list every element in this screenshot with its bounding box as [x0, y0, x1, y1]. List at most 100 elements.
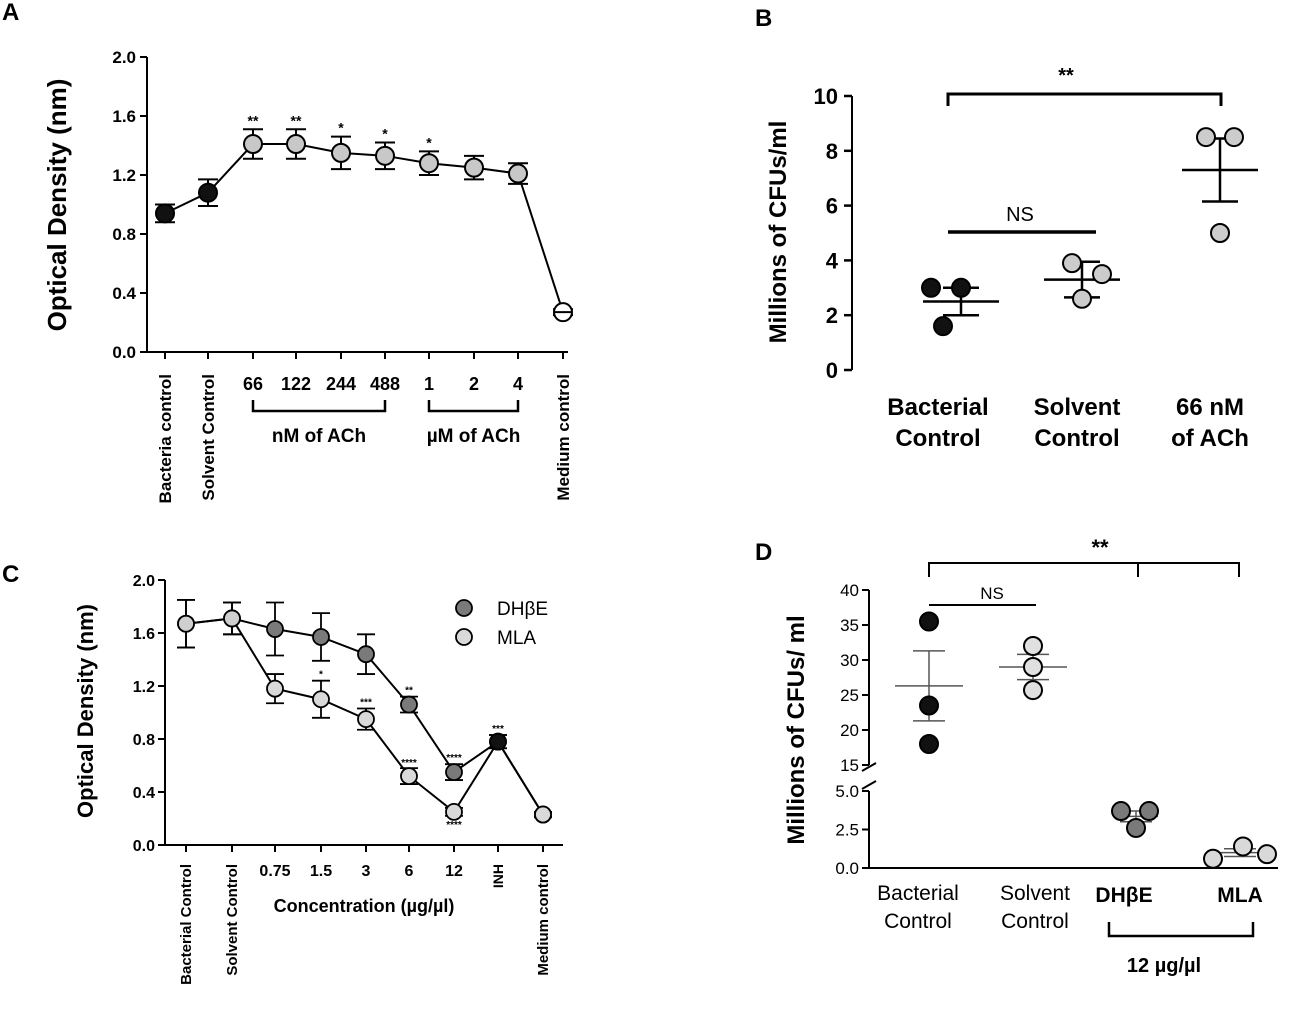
chart-a-xtick-label: Solvent Control [199, 374, 218, 501]
chart-b-bracket-label: NS [1006, 204, 1034, 226]
chart-d-point [1257, 844, 1277, 865]
chart-d-xtick-line: Bacterial [877, 882, 959, 905]
chart-a-group-label: nM of ACh [272, 426, 366, 447]
chart-a-xtick-label: 4 [513, 374, 523, 394]
chart-d-xtick-label: Bacterial Control [877, 882, 959, 933]
chart-b-xtick-line: Bacterial [887, 394, 988, 421]
chart-c-xtick-label: Medium control [535, 864, 552, 976]
chart-b-xtick-line: Control [895, 425, 980, 452]
chart-a-xtick-label: 244 [326, 374, 356, 394]
panel-label-a: A [2, 0, 19, 26]
chart-d-ytick-label: 20 [840, 721, 859, 740]
chart-a-series-line [164, 143, 564, 313]
chart-c-point [312, 690, 330, 709]
chart-c-legend: DHβE MLA [455, 599, 548, 649]
panel-label-d: D [755, 539, 772, 566]
chart-a-xtick-label: 488 [370, 374, 400, 394]
chart-a-significance: ** [248, 112, 259, 128]
chart-c-legend-label: DHβE [497, 599, 548, 620]
chart-a-point [198, 182, 218, 203]
chart-c-ytick-label: 0.4 [133, 785, 155, 802]
chart-d-point [1203, 848, 1223, 869]
chart-c-significance: **** [401, 758, 417, 769]
chart-b-xtick-line: of ACh [1171, 425, 1249, 452]
chart-a-ytick-label: 1.2 [112, 166, 136, 185]
chart-c-point [357, 645, 375, 664]
chart-c-ylabel: Optical Density (nm) [73, 604, 98, 818]
chart-c-point [400, 695, 418, 714]
chart-d-ytick-label: 2.5 [835, 821, 859, 840]
chart-c-ytick-label: 1.2 [133, 679, 155, 696]
chart-c-point [357, 710, 375, 729]
chart-c: Optical Density (nm) 0.00.40.81.21.62.0 … [73, 573, 563, 985]
chart-a-group-bracket [251, 400, 387, 413]
chart-c-point [489, 732, 507, 751]
chart-a-ytick-label: 0.8 [112, 225, 136, 244]
chart-b-point [1062, 253, 1082, 274]
chart-b-ytick-label: 6 [826, 194, 838, 219]
chart-b-xtick-label: Solvent Control [1034, 394, 1121, 452]
chart-d-ytick-label: 15 [840, 756, 859, 775]
chart-a-significance: ** [291, 112, 302, 128]
chart-d-xtick-line: Control [884, 910, 952, 933]
chart-c-plot: ********************* [177, 598, 552, 831]
chart-d-point [1023, 680, 1043, 701]
chart-c-xtick-label: 6 [405, 863, 414, 880]
chart-d-point [1023, 657, 1043, 677]
chart-c-significance: **** [446, 753, 462, 764]
chart-d-xtick-label: MLA [1217, 884, 1263, 907]
chart-d-point [919, 695, 939, 716]
chart-b-ytick-label: 0 [826, 358, 838, 383]
chart-c-xtick-label: 12 [445, 863, 463, 880]
chart-b-point [921, 277, 941, 298]
chart-b-point [1210, 223, 1230, 243]
chart-d-point [919, 734, 939, 754]
chart-a-xtick-label: 66 [243, 374, 263, 394]
chart-b-xtick-line: Solvent [1034, 394, 1121, 421]
panel-label-c: C [2, 561, 19, 588]
chart-c-ytick-label: 1.6 [133, 626, 155, 643]
chart-d-point [919, 611, 939, 632]
chart-b-point [1072, 288, 1092, 309]
chart-c-xaxis: Bacterial Control Solvent Control 0.75 1.5 3… [178, 845, 552, 985]
chart-b-point [933, 316, 953, 337]
chart-a: Optical Density (nm) 0.00.40.81.21.62.0 … [42, 48, 573, 503]
chart-b-point [1196, 127, 1216, 148]
chart-a-xtick-label: 2 [469, 374, 479, 394]
chart-c-xtick-label: 3 [362, 863, 371, 880]
chart-a-significance: * [426, 134, 432, 150]
chart-a-group-bracket [427, 400, 520, 413]
chart-c-point [223, 609, 241, 628]
chart-c-xtick-label: Solvent Control [224, 864, 241, 976]
chart-b-ylabel: Millions of CFUs/ml [765, 121, 792, 344]
chart-a-yaxis: 0.0 0.4 0.8 1.2 1.6 2.0 [112, 48, 147, 362]
chart-d-plot: ** NS [895, 535, 1277, 869]
chart-c-ytick-label: 2.0 [133, 573, 155, 590]
chart-b-point [1092, 264, 1112, 285]
chart-a-significance: * [338, 120, 344, 136]
chart-a-point [331, 142, 351, 163]
chart-d-ytick-label: 5.0 [835, 782, 859, 801]
chart-a-ytick-label: 0.4 [112, 284, 136, 303]
chart-c-legend-marker [455, 628, 473, 646]
chart-c-xtick-label: 1.5 [310, 863, 332, 880]
chart-b-ytick-label: 2 [826, 303, 838, 328]
chart-a-ytick-label: 2.0 [112, 48, 136, 67]
chart-a-xtick-label: Bacteria control [156, 374, 175, 503]
chart-d-ytick-label: 25 [840, 686, 859, 705]
chart-a-point [155, 203, 175, 224]
chart-c-ytick-label: 0.8 [133, 732, 155, 749]
chart-c-point [445, 763, 463, 782]
chart-d-group-bracket [1107, 922, 1255, 938]
chart-b-ytick-label: 10 [814, 84, 838, 109]
chart-d-ytick-label: 0.0 [835, 859, 859, 878]
chart-a-xtick-label: Medium control [554, 374, 573, 501]
chart-b: Millions of CFUs/ml 0 2 4 6 8 10 Bacterial Con… [765, 65, 1258, 452]
chart-c-legend-label: MLA [497, 628, 536, 649]
chart-c-point [400, 767, 418, 785]
chart-b-xaxis: Bacterial Control Solvent Control 66 nM of AC… [887, 394, 1249, 452]
chart-b-xtick-line: Control [1034, 425, 1119, 452]
chart-a-xtick-label: 1 [424, 374, 434, 394]
chart-b-yaxis: 0 2 4 6 8 10 [814, 84, 852, 383]
